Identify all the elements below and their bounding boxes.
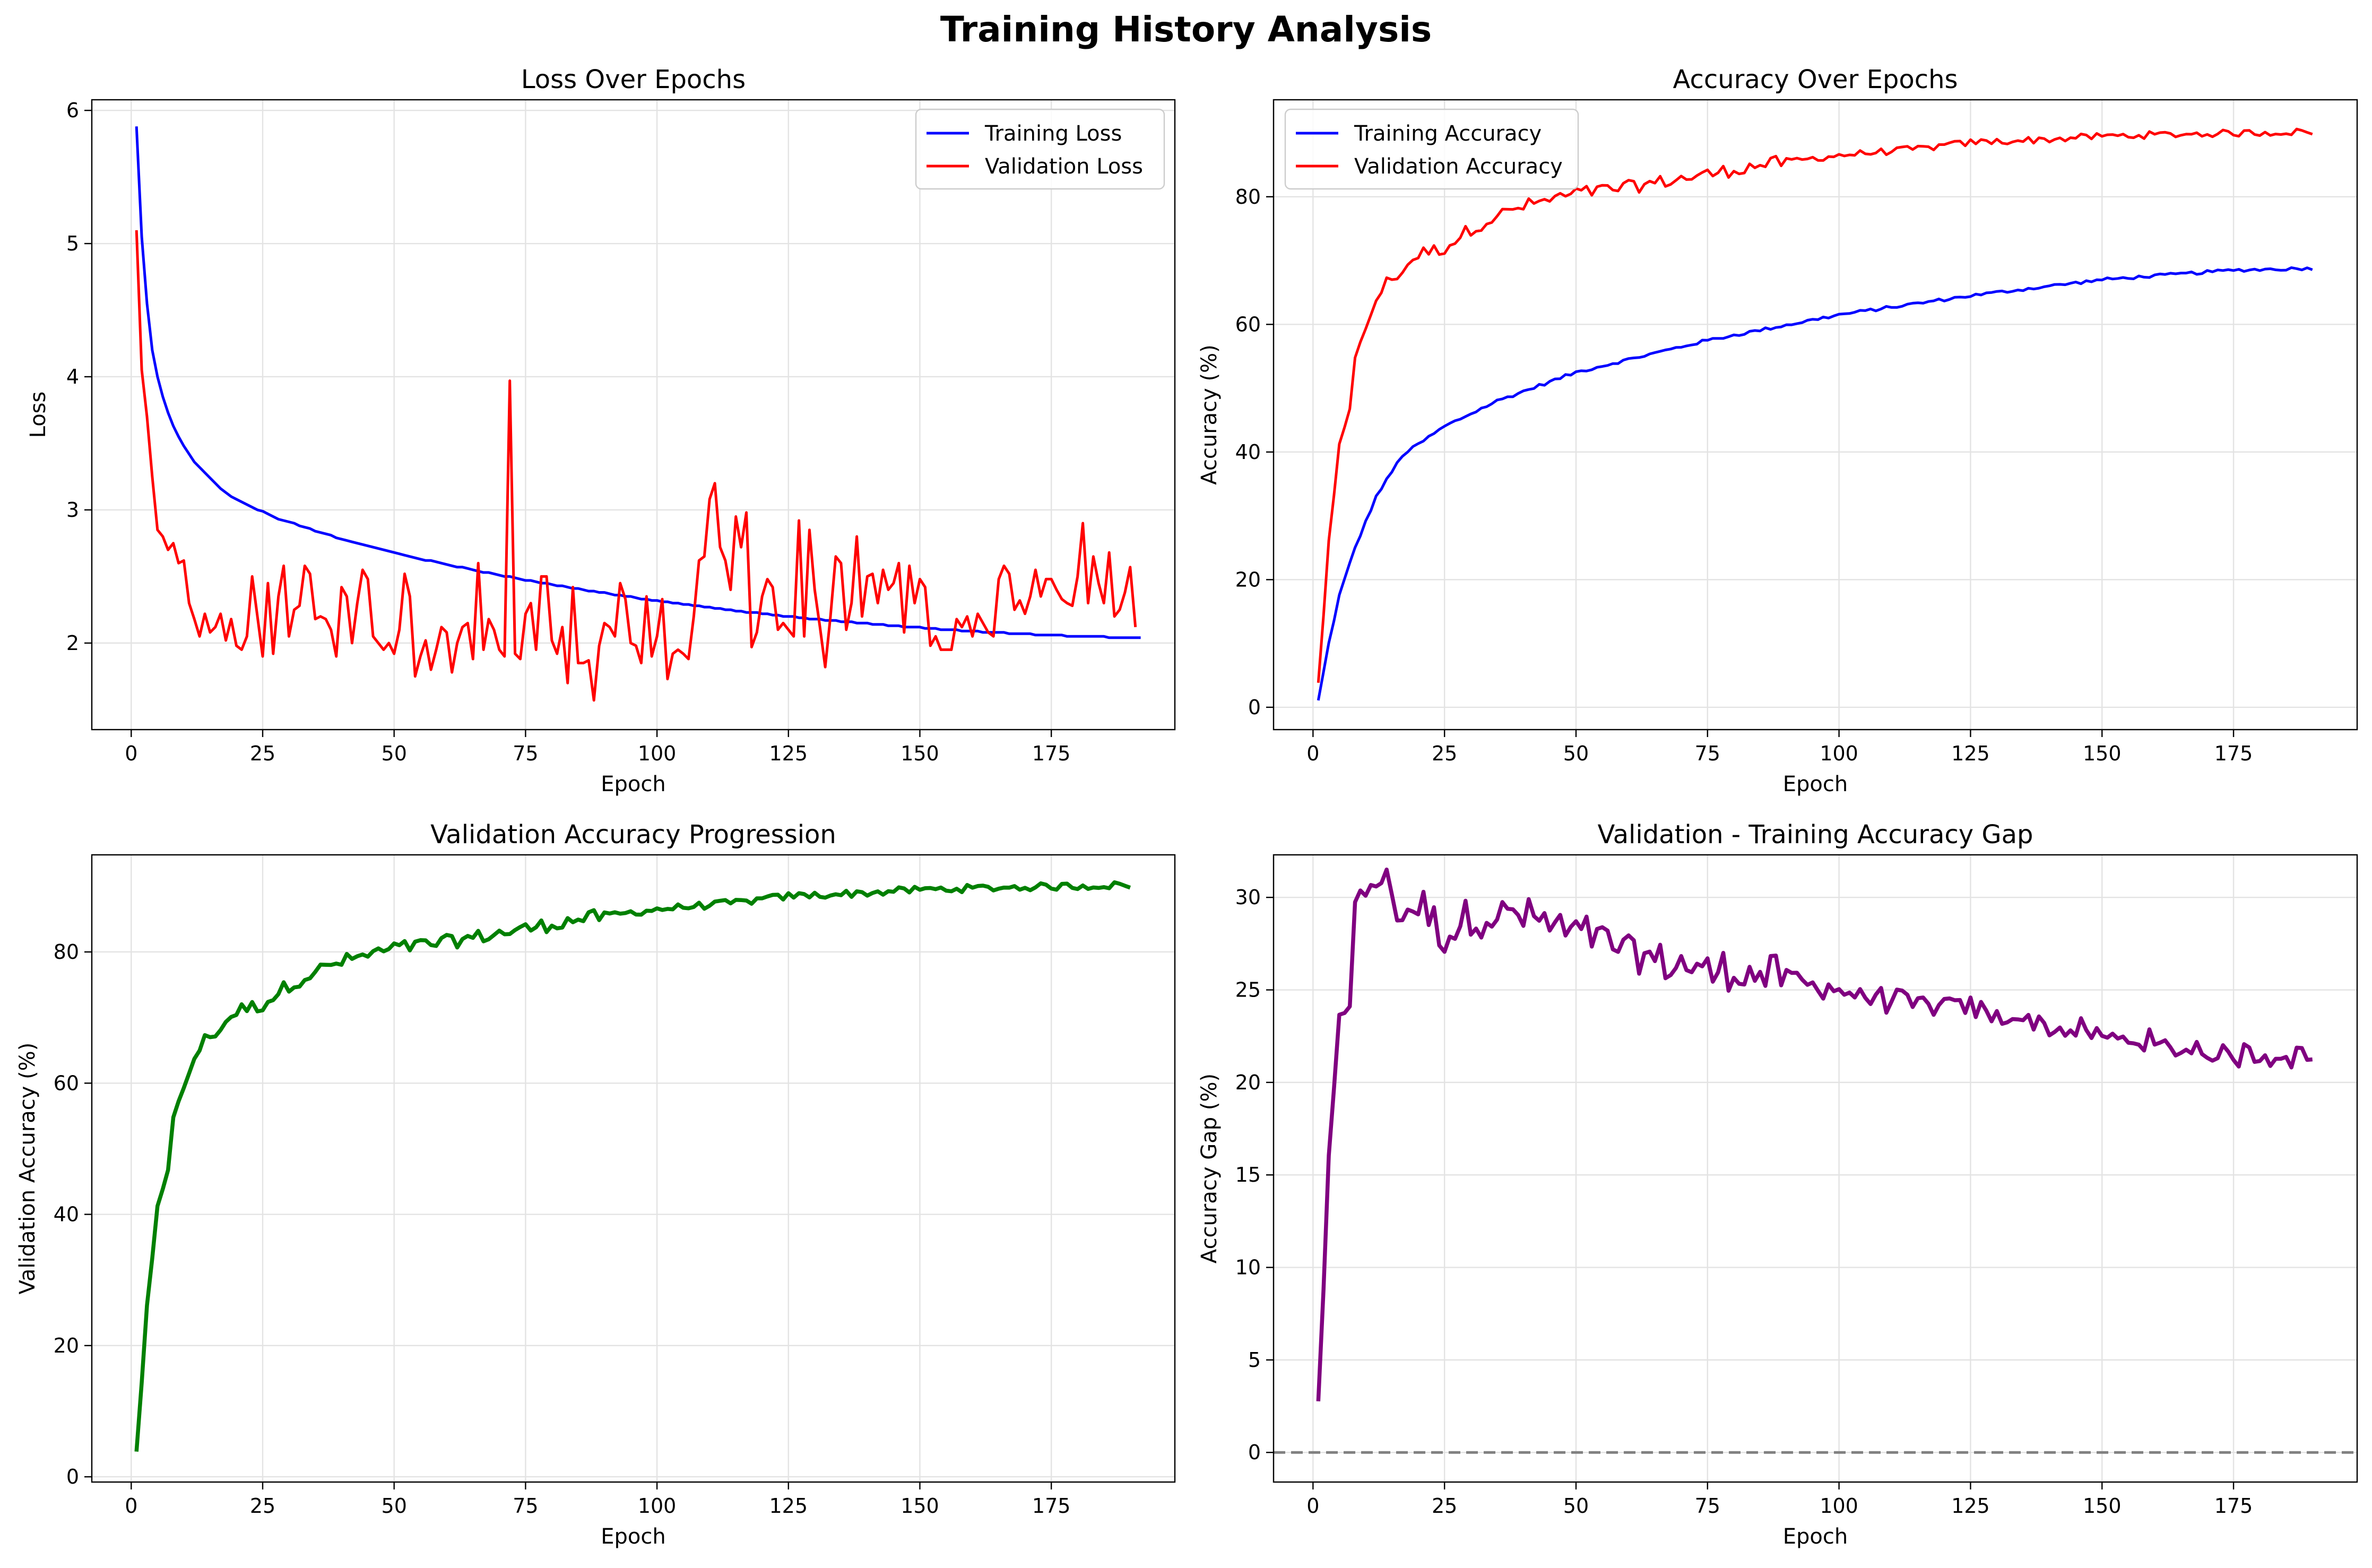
x-tick-label: 50	[1563, 742, 1589, 765]
y-tick-label: 40	[1235, 440, 1261, 464]
series-line-training-loss	[135, 126, 1141, 639]
x-tick-label: 125	[1951, 1494, 1990, 1518]
y-tick-label: 40	[54, 1203, 79, 1226]
x-tick-label: 100	[638, 1494, 677, 1518]
y-tick-label: 20	[1235, 568, 1261, 591]
x-tick-label: 25	[250, 742, 275, 765]
x-axis-label: Epoch	[601, 1524, 665, 1549]
x-axis-label: Epoch	[1783, 772, 1848, 796]
series-line-gap	[1316, 867, 2313, 1401]
panel-title: Accuracy Over Epochs	[1673, 65, 1958, 94]
x-tick-label: 75	[1695, 742, 1720, 765]
y-tick-label: 5	[1248, 1348, 1261, 1372]
y-axis-label: Accuracy Gap (%)	[1197, 1073, 1222, 1263]
x-tick-label: 75	[1695, 1494, 1720, 1518]
y-tick-label: 80	[54, 940, 79, 964]
x-tick-label: 75	[513, 1494, 538, 1518]
legend: Training Loss Validation Loss	[915, 108, 1165, 190]
x-tick-label: 150	[2083, 1494, 2122, 1518]
axes-frame	[1272, 854, 2358, 1483]
y-tick-label: 0	[66, 1465, 79, 1488]
x-tick-label: 175	[2214, 1494, 2253, 1518]
chart-panel-accuracy: 0 25 50 75 100 125 150 175 0 20 40 60 80 Accuracy Ove…	[1197, 65, 2358, 796]
y-tick-label: 2	[66, 631, 79, 655]
y-tick-label: 20	[54, 1334, 79, 1357]
y-tick-label: 3	[66, 498, 79, 522]
axes-frame	[91, 99, 1176, 731]
y-tick-label: 0	[1248, 1441, 1261, 1464]
y-axis-label: Loss	[26, 392, 50, 438]
y-tick-label: 60	[54, 1071, 79, 1095]
series-line-validation-accuracy	[1317, 127, 2313, 683]
y-tick-label: 4	[66, 365, 79, 388]
legend-label: Training Loss	[984, 122, 1122, 146]
x-tick-label: 175	[1032, 1494, 1071, 1518]
y-tick-label: 15	[1235, 1163, 1261, 1186]
x-tick-label: 50	[1563, 1494, 1589, 1518]
y-axis-label: Validation Accuracy (%)	[15, 1043, 40, 1295]
x-tick-label: 175	[1032, 742, 1071, 765]
x-tick-label: 125	[769, 1494, 808, 1518]
chart-panel-loss: 0 25 50 75 100 125 150 175 2 3 4 5 6 Loss Over Epochs…	[26, 65, 1176, 796]
y-axis-label: Accuracy (%)	[1197, 344, 1222, 485]
y-tick-label: 20	[1235, 1071, 1261, 1094]
legend-label: Training Accuracy	[1354, 122, 1542, 146]
y-tick-label: 80	[1235, 185, 1261, 209]
panel-title: Validation - Training Accuracy Gap	[1598, 820, 2033, 850]
y-tick-label: 10	[1235, 1256, 1261, 1279]
x-tick-label: 150	[901, 1494, 939, 1518]
x-tick-label: 0	[125, 1494, 137, 1518]
y-tick-label: 60	[1235, 313, 1261, 336]
x-tick-label: 125	[1951, 742, 1990, 765]
axes-frame	[1272, 99, 2358, 731]
x-tick-label: 100	[1820, 1494, 1858, 1518]
x-tick-label: 75	[513, 742, 538, 765]
series-line-val_progression	[134, 880, 1131, 1452]
legend-box	[1284, 108, 1579, 190]
x-tick-label: 100	[638, 742, 677, 765]
panel-title: Loss Over Epochs	[521, 65, 746, 94]
x-tick-label: 25	[1432, 1494, 1457, 1518]
chart-panel-gap: 0 25 50 75 100 125 150 175 0 5 10 15 20 25 30 Validatio…	[1197, 820, 2358, 1549]
y-tick-label: 30	[1235, 886, 1261, 909]
series-line-validation-loss	[135, 230, 1137, 702]
x-tick-label: 150	[2083, 742, 2122, 765]
legend-label: Validation Accuracy	[1354, 154, 1563, 179]
x-tick-label: 50	[382, 742, 407, 765]
legend: Training Accuracy Validation Accuracy	[1284, 108, 1579, 190]
x-axis-label: Epoch	[601, 772, 665, 796]
x-tick-label: 175	[2214, 742, 2253, 765]
y-tick-label: 25	[1235, 978, 1261, 1002]
x-tick-label: 0	[1306, 1494, 1319, 1518]
y-tick-label: 0	[1248, 696, 1261, 719]
x-tick-label: 0	[1306, 742, 1319, 765]
x-tick-label: 25	[1432, 742, 1457, 765]
x-tick-label: 25	[250, 1494, 275, 1518]
x-tick-label: 150	[901, 742, 939, 765]
y-tick-label: 6	[66, 99, 79, 122]
panel-title: Validation Accuracy Progression	[430, 820, 836, 850]
chart-panel-val_progression: 0 25 50 75 100 125 150 175 0 20 40 60 80 Validation A…	[15, 820, 1176, 1549]
x-tick-label: 100	[1820, 742, 1858, 765]
x-axis-label: Epoch	[1783, 1524, 1848, 1549]
x-tick-label: 50	[382, 1494, 407, 1518]
x-tick-label: 125	[769, 742, 808, 765]
y-tick-label: 5	[66, 232, 79, 255]
figure-title: Training History Analysis	[940, 9, 1432, 50]
x-tick-label: 0	[125, 742, 137, 765]
axes-frame	[91, 854, 1176, 1483]
series-line-training-accuracy	[1317, 266, 2313, 701]
legend-label: Validation Loss	[985, 154, 1143, 179]
legend-box	[915, 108, 1165, 190]
